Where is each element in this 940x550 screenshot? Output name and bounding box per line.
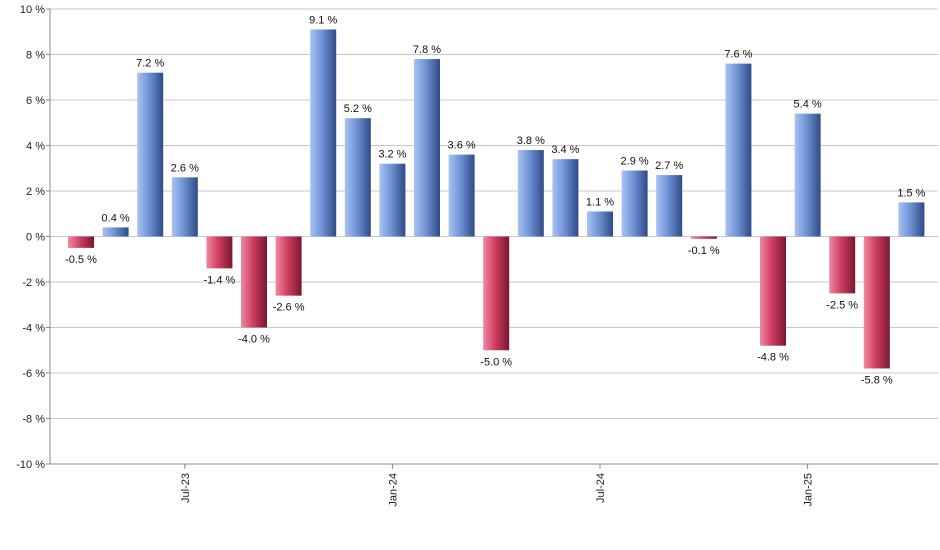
data-label: 1.1 % bbox=[586, 196, 614, 208]
bar-positive bbox=[310, 29, 337, 237]
y-tick-label: 8 % bbox=[26, 50, 45, 62]
data-label: 3.2 % bbox=[378, 149, 406, 161]
y-tick-label: -10 % bbox=[16, 459, 45, 471]
bar-negative bbox=[68, 236, 94, 248]
y-axis-ticks: 10 % 8 % 6 % 4 % 2 % 0 % -2 % -4 % -6 % -8 % -10 % bbox=[16, 4, 50, 471]
y-tick-label: 2 % bbox=[26, 186, 45, 198]
x-axis-ticks: Jul-23 Jan-24 Jul-24 Jan-25 bbox=[180, 464, 815, 507]
bar-positive bbox=[414, 59, 440, 237]
bar-positive bbox=[587, 211, 613, 237]
bar-positive bbox=[621, 170, 648, 237]
bar-positive bbox=[725, 63, 752, 237]
data-label: 2.6 % bbox=[171, 162, 199, 174]
data-label: 5.2 % bbox=[344, 103, 372, 115]
data-label: 2.9 % bbox=[621, 156, 649, 168]
data-label: 2.7 % bbox=[655, 160, 683, 172]
data-labels: -0.5 % 0.4 % 7.2 % 2.6 % -1.4 % -4.0 % -2.6 % 9… bbox=[65, 14, 926, 386]
bar-positive bbox=[448, 154, 475, 237]
x-tick-label: Jul-23 bbox=[180, 473, 192, 503]
bar-negative bbox=[829, 236, 856, 294]
axes bbox=[49, 9, 938, 465]
bar-positive bbox=[344, 118, 371, 237]
data-label: -5.8 % bbox=[861, 374, 893, 386]
bar-positive bbox=[517, 150, 544, 237]
bars bbox=[68, 29, 925, 369]
bar-negative bbox=[483, 236, 510, 351]
y-tick-label: -2 % bbox=[22, 277, 45, 289]
y-tick-label: -4 % bbox=[22, 323, 45, 335]
bar-negative bbox=[275, 236, 302, 296]
bar-positive bbox=[137, 72, 164, 237]
bar-negative bbox=[206, 236, 233, 269]
x-tick-label: Jul-24 bbox=[595, 473, 607, 503]
data-label: 9.1 % bbox=[309, 14, 337, 26]
bar-positive bbox=[171, 177, 198, 237]
bar-negative bbox=[241, 236, 267, 328]
bar-positive bbox=[898, 202, 925, 237]
y-tick-label: -8 % bbox=[22, 414, 45, 426]
bar-negative bbox=[690, 236, 717, 239]
data-label: -2.5 % bbox=[826, 299, 858, 311]
data-label: 3.8 % bbox=[517, 135, 545, 147]
bar-positive bbox=[552, 159, 579, 237]
data-label: -1.4 % bbox=[204, 274, 236, 286]
data-label: 0.4 % bbox=[102, 212, 130, 224]
data-label: 7.8 % bbox=[413, 44, 441, 56]
bar-positive bbox=[379, 163, 406, 237]
y-tick-label: -6 % bbox=[22, 368, 45, 380]
data-label: -0.5 % bbox=[65, 254, 97, 266]
y-tick-label: 0 % bbox=[26, 232, 45, 244]
bar-positive bbox=[102, 227, 129, 237]
data-label: 7.2 % bbox=[136, 58, 164, 70]
data-label: -2.6 % bbox=[273, 302, 305, 314]
x-tick-label: Jan-24 bbox=[387, 473, 399, 507]
y-tick-label: 4 % bbox=[26, 141, 45, 153]
data-label: 7.6 % bbox=[724, 49, 752, 61]
bar-positive bbox=[656, 175, 683, 237]
y-tick-label: 6 % bbox=[26, 95, 45, 107]
data-label: 5.4 % bbox=[794, 99, 822, 111]
data-label: -5.0 % bbox=[480, 356, 512, 368]
data-label: -4.8 % bbox=[757, 352, 789, 364]
bar-negative bbox=[760, 236, 786, 346]
data-label: -0.1 % bbox=[688, 245, 720, 257]
data-label: -4.0 % bbox=[238, 334, 270, 346]
data-label: 1.5 % bbox=[897, 187, 925, 199]
bar-positive bbox=[794, 113, 821, 237]
data-label: 3.4 % bbox=[551, 144, 579, 156]
x-tick-label: Jan-25 bbox=[803, 473, 815, 507]
bar-negative bbox=[863, 236, 890, 369]
data-label: 3.6 % bbox=[448, 140, 476, 152]
y-tick-label: 10 % bbox=[20, 4, 45, 16]
